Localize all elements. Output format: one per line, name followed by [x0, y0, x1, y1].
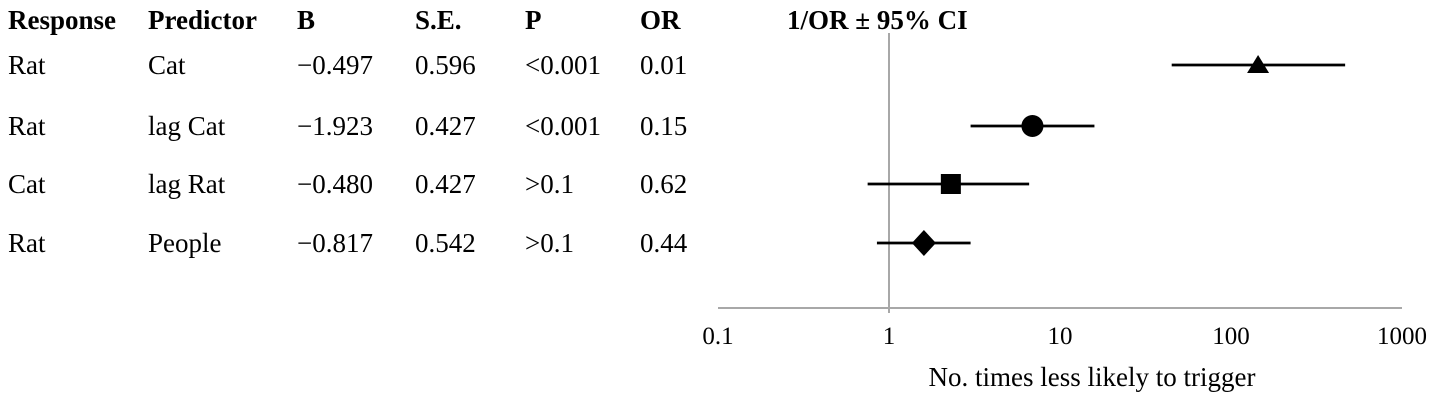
cell-b: −1.923	[297, 111, 373, 141]
cell-or: 0.15	[640, 111, 688, 141]
cell-predictor: People	[148, 228, 222, 258]
forest-marker-circle	[1021, 115, 1044, 137]
cell-p: >0.1	[525, 228, 574, 258]
cell-or: 0.44	[640, 228, 688, 258]
plot-title: 1/OR ± 95% CI	[787, 5, 968, 35]
cell-b: −0.497	[297, 50, 373, 80]
x-tick-label: 1000	[1377, 323, 1427, 350]
x-tick-label: 10	[1048, 323, 1073, 350]
x-tick-label: 0.1	[702, 323, 733, 350]
cell-se: 0.427	[415, 169, 476, 199]
forest-marker-triangle	[1247, 55, 1270, 73]
cell-response: Rat	[8, 228, 46, 258]
cell-se: 0.542	[415, 228, 476, 258]
cell-predictor: Cat	[148, 50, 186, 80]
forest-marker-square	[940, 174, 961, 194]
col-header-predictor: Predictor	[148, 5, 257, 35]
cell-p: <0.001	[525, 111, 601, 141]
x-tick-label: 100	[1212, 323, 1250, 350]
cell-p: >0.1	[525, 169, 574, 199]
cell-response: Rat	[8, 111, 46, 141]
col-header-se: S.E.	[415, 5, 462, 35]
cell-predictor: lag Cat	[148, 111, 226, 141]
x-axis-label: No. times less likely to trigger	[928, 362, 1256, 392]
cell-response: Cat	[8, 169, 46, 199]
cell-b: −0.817	[297, 228, 373, 258]
col-header-response: Response	[8, 5, 117, 35]
cell-or: 0.62	[640, 169, 688, 199]
col-header-p: P	[525, 5, 542, 35]
cell-predictor: lag Rat	[148, 169, 226, 199]
col-header-or: OR	[640, 5, 681, 35]
cell-or: 0.01	[640, 50, 688, 80]
cell-se: 0.427	[415, 111, 476, 141]
cell-p: <0.001	[525, 50, 601, 80]
forest-marker-diamond	[911, 230, 936, 256]
x-tick-label: 1	[883, 323, 896, 350]
cell-se: 0.596	[415, 50, 476, 80]
cell-response: Rat	[8, 50, 46, 80]
col-header-b: B	[297, 5, 316, 35]
cell-b: −0.480	[297, 169, 373, 199]
